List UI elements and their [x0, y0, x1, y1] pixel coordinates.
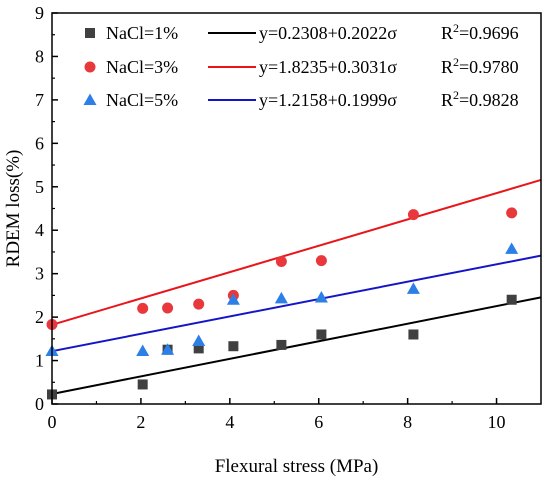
legend-marker [85, 28, 95, 38]
data-point [136, 344, 150, 356]
x-tick-label: 8 [403, 412, 412, 432]
legend-fit-equation: y=0.2308+0.2022σ [259, 23, 397, 43]
y-tick-label: 2 [35, 307, 44, 327]
y-tick-label: 3 [35, 264, 44, 284]
y-axis-label: RDEM loss(%) [3, 150, 24, 268]
y-tick-label: 1 [35, 351, 44, 371]
data-point [192, 334, 206, 347]
data-point [274, 291, 288, 304]
x-axis-label: Flexural stress (MPa) [215, 456, 379, 477]
legend-r-squared: R2=0.9828 [441, 88, 519, 110]
legend-marker [83, 93, 97, 105]
legend-series-name: NaCl=3% [106, 57, 178, 77]
data-point [407, 209, 419, 221]
legend-marker [84, 61, 96, 73]
legend-series-name: NaCl=1% [106, 23, 178, 43]
data-point [406, 282, 420, 294]
data-point [316, 329, 327, 340]
legend-fit-equation: y=1.8235+0.3031σ [259, 57, 397, 77]
y-tick-label: 7 [35, 90, 44, 110]
x-tick-label: 4 [225, 412, 234, 432]
data-point [506, 294, 517, 305]
data-point [275, 256, 287, 268]
data-point [226, 293, 240, 305]
y-tick-label: 9 [35, 3, 44, 23]
y-tick-label: 6 [35, 133, 44, 153]
data-point [193, 298, 205, 310]
x-tick-label: 0 [48, 412, 57, 432]
legend-series-name: NaCl=5% [106, 90, 178, 110]
data-point [505, 242, 519, 254]
y-tick-label: 8 [35, 46, 44, 66]
data-point [276, 339, 287, 350]
data-point [228, 341, 239, 352]
tick-labels: 0 2 4 6 8 10 0 1 2 3 4 5 6 7 8 9 [35, 3, 506, 432]
fit-line [51, 178, 542, 326]
fit-line [51, 254, 542, 353]
data-point [193, 343, 204, 354]
y-tick-label: 4 [35, 220, 44, 240]
data-point [315, 255, 327, 267]
data-point [506, 207, 518, 219]
x-tick-label: 6 [314, 412, 323, 432]
y-tick-label: 0 [35, 394, 44, 414]
data-point [137, 302, 149, 314]
legend-fit-equation: y=1.2158+0.1999σ [259, 90, 397, 110]
data-point [314, 291, 328, 303]
data-point [137, 379, 148, 390]
data-markers [45, 207, 519, 400]
data-point [408, 329, 419, 340]
data-point [161, 343, 175, 355]
x-tick-label: 2 [136, 412, 145, 432]
legend-r-squared: R2=0.9696 [441, 21, 519, 43]
legend-r-squared: R2=0.9780 [441, 55, 519, 77]
fit-line [51, 296, 542, 395]
x-tick-label: 10 [488, 412, 506, 432]
axis-ticks [51, 12, 498, 405]
y-tick-label: 5 [35, 177, 44, 197]
fit-lines [51, 178, 542, 395]
legend: NaCl=1% y=0.2308+0.2022σ R2=0.9696 NaCl=3% y… [83, 21, 519, 110]
data-point [162, 302, 174, 314]
